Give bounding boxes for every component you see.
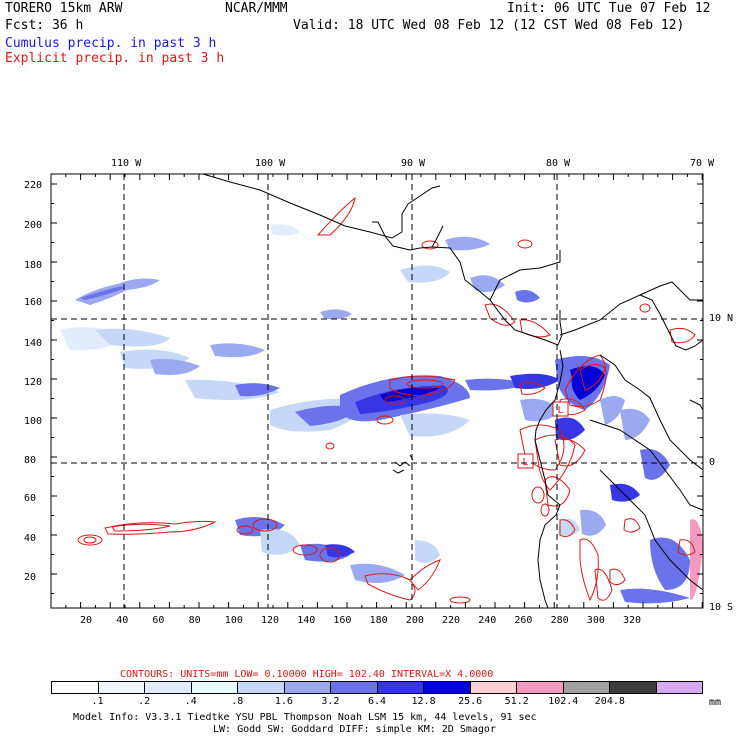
lon-label: 90 W: [401, 158, 426, 169]
forecast-hour: Fcst: 36 h: [5, 18, 84, 33]
axis-ticks: [50, 174, 703, 608]
lon-label: 100 W: [255, 158, 286, 169]
colorbar-swatch: [517, 682, 564, 693]
valid-time: Valid: 18 UTC Wed 08 Feb 12 (12 CST Wed …: [293, 18, 685, 33]
lat-label: 0: [709, 457, 716, 468]
colorbar-label: 1.6: [274, 696, 293, 707]
x-tick-label: 260: [514, 615, 533, 626]
y-tick-label: 200: [24, 220, 43, 231]
x-tick-label: 20: [80, 615, 93, 626]
y-tick-label: 180: [24, 260, 43, 271]
cumulus-precip-areas: [60, 224, 703, 604]
contours-info: CONTOURS: UNITS=mm LOW= 0.10000 HIGH= 10…: [120, 669, 494, 680]
model-title: TORERO 15km ARW: [5, 1, 123, 16]
colorbar-swatch: [563, 682, 610, 693]
y-tick-label: 120: [24, 377, 43, 388]
graticule: [51, 174, 703, 608]
x-tick-label: 200: [405, 615, 424, 626]
colorbar-unit: mm: [709, 697, 722, 708]
y-tick-label: 60: [24, 493, 37, 504]
colorbar-swatch: [424, 682, 471, 693]
colorbar-swatch: [470, 682, 517, 693]
colorbar-swatch: [284, 682, 331, 693]
explicit-precip-contours: [77, 196, 696, 604]
legend-cumulus: Cumulus precip. in past 3 h: [5, 36, 217, 51]
coastlines: [202, 174, 703, 608]
colorbar-swatch: [238, 682, 285, 693]
colorbar-swatch: [145, 682, 192, 693]
x-tick-label: 80: [188, 615, 201, 626]
x-tick-label: 320: [623, 615, 642, 626]
org-label: NCAR/MMM: [225, 1, 288, 16]
svg-text:L: L: [557, 405, 563, 416]
colorbar-swatch: [610, 682, 657, 693]
colorbar-label: 51.2: [504, 696, 529, 707]
x-tick-label: 280: [550, 615, 569, 626]
colorbar-label: .4: [184, 696, 197, 707]
y-tick-label: 100: [24, 416, 43, 427]
lat-label: 10 N: [709, 313, 734, 324]
y-tick-label: 220: [24, 180, 43, 191]
colorbar-label: 25.6: [458, 696, 483, 707]
x-tick-label: 40: [116, 615, 129, 626]
legend-explicit: Explicit precip. in past 3 h: [5, 51, 225, 66]
lat-label: 10 S: [709, 602, 734, 613]
x-tick-label: 220: [442, 615, 461, 626]
x-tick-label: 180: [369, 615, 388, 626]
lon-label: 110 W: [111, 158, 142, 169]
x-tick-label: 240: [478, 615, 497, 626]
lon-label: 80 W: [546, 158, 571, 169]
physics-info: LW: Godd SW: Goddard DIFF: simple KM: 2D…: [213, 724, 496, 735]
x-tick-label: 140: [297, 615, 316, 626]
model-info: Model Info: V3.3.1 Tiedtke YSU PBL Thomp…: [73, 712, 537, 723]
y-tick-label: 140: [24, 338, 43, 349]
colorbar-label: 3.2: [321, 696, 340, 707]
y-tick-label: 40: [24, 533, 37, 544]
y-tick-label: 160: [24, 297, 43, 308]
colorbar-label: 12.8: [411, 696, 436, 707]
x-tick-label: 120: [261, 615, 280, 626]
x-tick-label: 100: [224, 615, 243, 626]
colorbar-swatch: [331, 682, 378, 693]
y-tick-label: 20: [24, 572, 37, 583]
lon-label: 70 W: [690, 158, 715, 169]
colorbar-label: .1: [91, 696, 104, 707]
init-time: Init: 06 UTC Tue 07 Feb 12: [507, 1, 711, 16]
y-tick-label: 80: [24, 455, 37, 466]
colorbar-label: 102.4: [548, 696, 579, 707]
colorbar-swatch: [52, 682, 99, 693]
colorbar-label: .8: [231, 696, 244, 707]
color-scale-labels: .1 .2 .4 .8 1.6 3.2 6.4 12.8 25.6 51.2 102.4 204.8: [51, 696, 703, 708]
colorbar-swatch: [656, 682, 702, 693]
x-tick-label: 60: [152, 615, 165, 626]
x-tick-label: 160: [333, 615, 352, 626]
colorbar-label: 204.8: [594, 696, 625, 707]
colorbar-label: 6.4: [367, 696, 387, 707]
colorbar-swatch: [191, 682, 238, 693]
color-scale-bar: [51, 681, 703, 694]
colorbar-swatch: [377, 682, 424, 693]
x-tick-label: 300: [586, 615, 605, 626]
colorbar-swatch: [98, 682, 145, 693]
colorbar-label: .2: [138, 696, 151, 707]
